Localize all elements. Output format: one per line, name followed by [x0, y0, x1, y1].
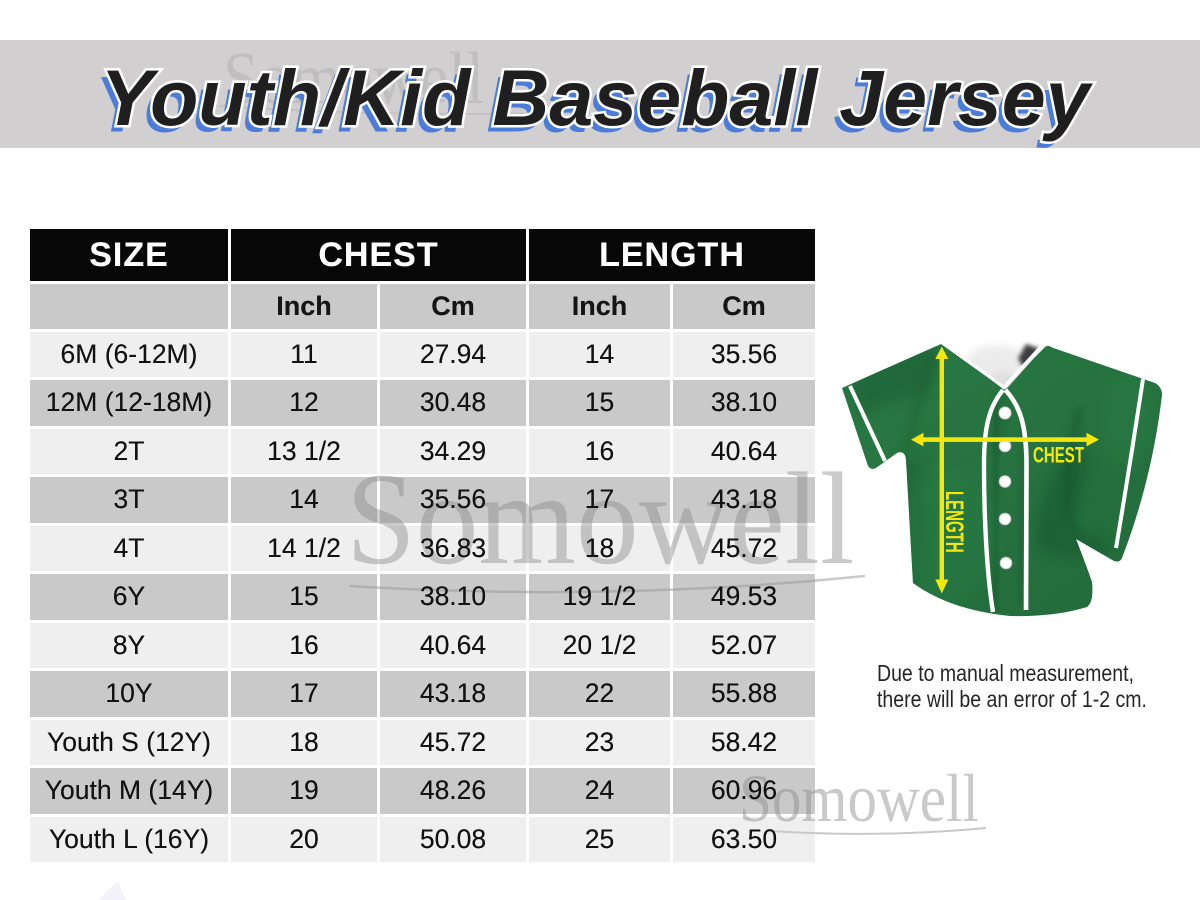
svg-text:LENGTH: LENGTH: [940, 491, 968, 553]
svg-text:CHEST: CHEST: [1033, 444, 1084, 469]
